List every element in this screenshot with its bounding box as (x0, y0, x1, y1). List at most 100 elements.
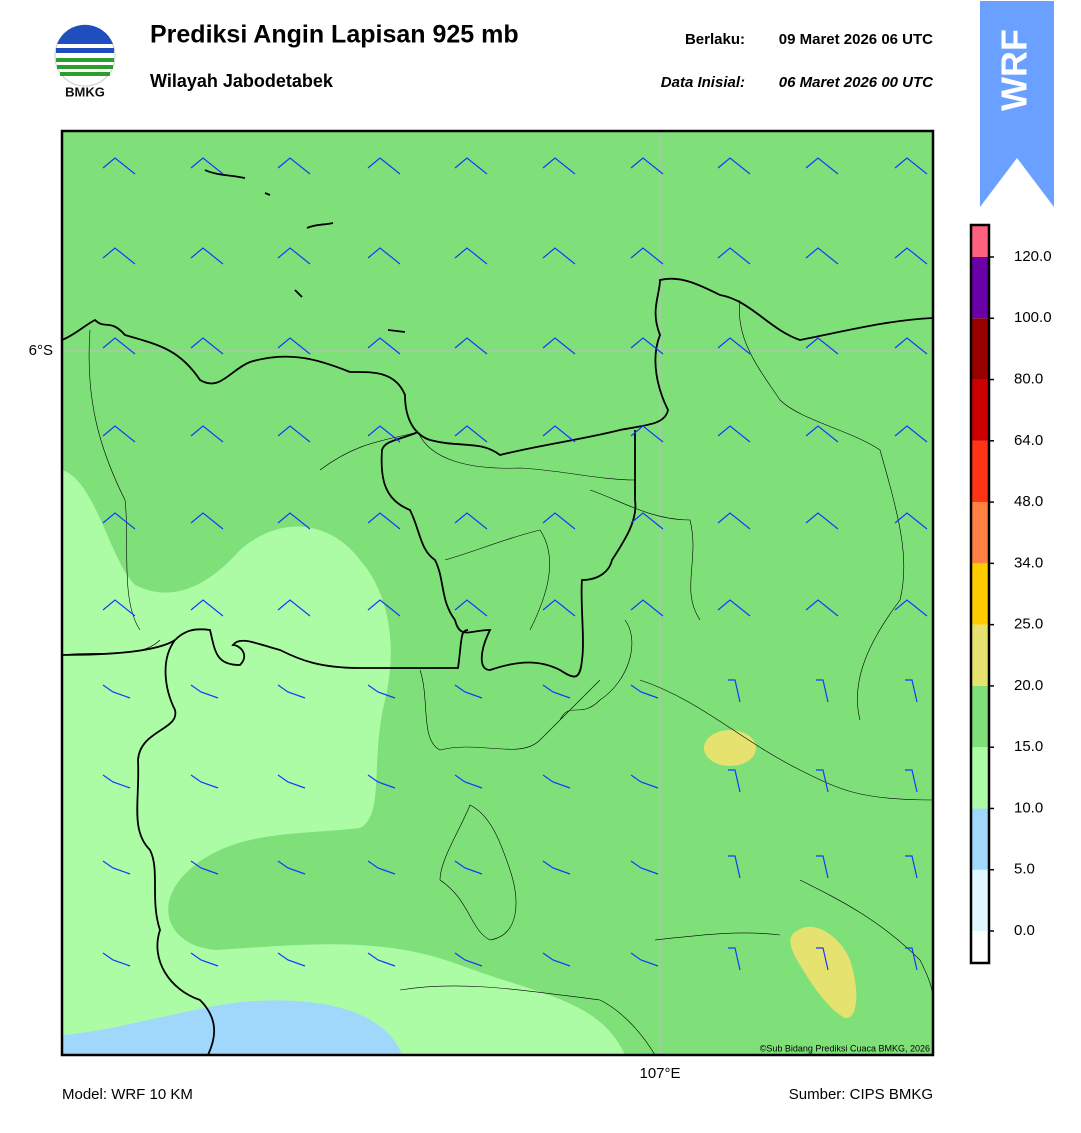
wind-barb (190, 157, 224, 175)
wind-barb (190, 599, 224, 617)
banner (980, 1, 1054, 207)
wind-barb (630, 599, 664, 617)
wind-barb (542, 599, 576, 617)
wind-barb (630, 684, 659, 699)
footer-source: Sumber: CIPS BMKG (789, 1086, 933, 1103)
wind-barb (816, 855, 829, 879)
wind-barb (102, 774, 131, 789)
wind-barb (816, 947, 829, 971)
lon-label: 107°E (639, 1065, 680, 1082)
init-label: Data Inisial: (661, 74, 745, 91)
colorbar-bin (971, 257, 989, 319)
colorbar-bin (971, 440, 989, 503)
wind-barb (728, 769, 741, 793)
wind-barb (277, 337, 311, 355)
title: Prediksi Angin Lapisan 925 mb (150, 21, 519, 49)
wind-barb (805, 425, 839, 443)
wind-barb (367, 247, 401, 265)
subtitle: Wilayah Jabodetabek (150, 71, 334, 91)
wind-barb (805, 337, 839, 355)
wind-barb (190, 952, 219, 967)
wind-barb (894, 157, 928, 175)
colorbar-bin (971, 685, 989, 748)
map: ©Sub Bidang Prediksi Cuaca BMKG, 2026 (62, 131, 933, 1055)
footer-model: Model: WRF 10 KM (62, 1086, 193, 1103)
colorbar-tick-label: 34.0 (1014, 554, 1043, 571)
wind-barb (190, 774, 219, 789)
wind-barb (805, 247, 839, 265)
colorbar: 0.0 5.0 10.0 15.0 20.0 25.0 34.0 48.0 64.0 80.0 10… (969, 223, 1052, 965)
wind-barb (728, 947, 741, 971)
wind-barb (102, 599, 136, 617)
wind-barb (454, 512, 488, 530)
logo-text: BMKG (65, 84, 105, 99)
wind-barb (805, 512, 839, 530)
colorbar-bin (971, 624, 989, 686)
wind-barb (816, 769, 829, 793)
wind-barb (277, 157, 311, 175)
wind-barb (728, 679, 741, 703)
wind-barb (277, 952, 306, 967)
wind-barb (542, 860, 571, 875)
wind-barb (367, 337, 401, 355)
colorbar-bin (971, 225, 989, 257)
wind-barb (277, 860, 306, 875)
wind-barb (630, 860, 659, 875)
wind-barb (717, 599, 751, 617)
wind-barb (542, 512, 576, 530)
wind-barb (277, 774, 306, 789)
colorbar-tick-label: 100.0 (1014, 309, 1052, 326)
colorbar-tick-label: 20.0 (1014, 677, 1043, 694)
wind-barb (454, 157, 488, 175)
wind-barb (894, 425, 928, 443)
wind-barb (102, 860, 131, 875)
colorbar-bin (971, 563, 989, 625)
colorbar-bin (971, 502, 989, 564)
wind-barb (190, 684, 219, 699)
wind-barb (277, 684, 306, 699)
wind-barb (905, 679, 918, 703)
wind-barb (102, 247, 136, 265)
colorbar-tick-label: 64.0 (1014, 432, 1043, 449)
valid-time: 09 Maret 2026 06 UTC (779, 31, 933, 48)
wind-barb (454, 774, 483, 789)
colorbar-tick-label: 15.0 (1014, 738, 1043, 755)
wind-barb (454, 425, 488, 443)
wind-barb (905, 769, 918, 793)
valid-label: Berlaku: (685, 31, 745, 48)
wind-barb (190, 247, 224, 265)
wind-barb (367, 952, 396, 967)
wind-barb (102, 952, 131, 967)
colorbar-frame (969, 223, 991, 965)
wind-barb (277, 247, 311, 265)
colorbar-bin (971, 379, 989, 441)
wind-barb (894, 599, 928, 617)
wind-barb (454, 247, 488, 265)
wind-barb (102, 157, 136, 175)
colorbar-tick-label: 48.0 (1014, 493, 1043, 510)
colorbar-bin (971, 318, 989, 380)
banner-text: WRF (994, 29, 1035, 111)
wind-barb (277, 425, 311, 443)
wind-barb (454, 952, 483, 967)
wind-barb (542, 952, 571, 967)
colorbar-bin (971, 808, 989, 870)
wind-barb (277, 599, 311, 617)
wind-barb (102, 512, 136, 530)
wind-barb (454, 599, 488, 617)
credit: ©Sub Bidang Prediksi Cuaca BMKG, 2026 (760, 1043, 930, 1053)
wind-barb (728, 855, 741, 879)
wind-barb (277, 512, 311, 530)
lat-label: 6°S (29, 342, 53, 359)
wind-barb (367, 860, 396, 875)
wind-barb (367, 512, 401, 530)
wind-barb (905, 855, 918, 879)
wind-barb (542, 337, 576, 355)
init-time: 06 Maret 2026 00 UTC (779, 74, 934, 91)
wind-barb (454, 860, 483, 875)
wind-barb (102, 425, 136, 443)
wind-barb (717, 337, 751, 355)
map-frame (60, 129, 935, 1057)
colorbar-tick-label: 120.0 (1014, 248, 1052, 265)
